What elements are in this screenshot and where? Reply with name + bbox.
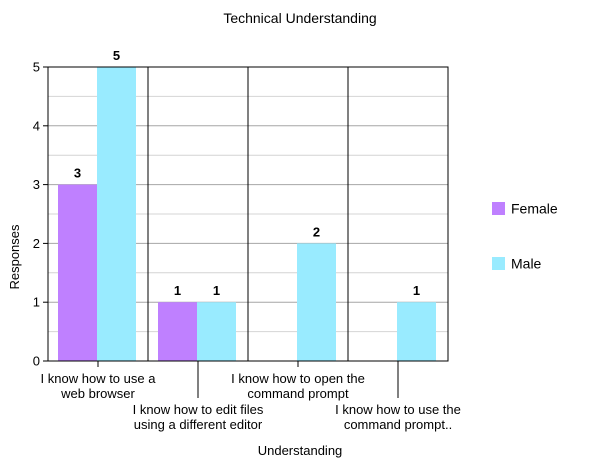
category-label-line: command prompt [247, 386, 349, 401]
y-tick-label: 5 [33, 60, 40, 75]
category-label-line: command prompt.. [344, 417, 452, 432]
legend-label-male: Male [511, 256, 542, 272]
data-label: 5 [113, 48, 120, 63]
bar-female [58, 184, 97, 361]
y-tick-label: 2 [33, 236, 40, 251]
category-label: I know how to open the command prompt [231, 371, 365, 401]
y-tick-label: 3 [33, 177, 40, 192]
category-label-line: using a different editor [134, 417, 263, 432]
data-label: 3 [74, 166, 81, 181]
bar-male [297, 243, 336, 361]
category-label-line: web browser [60, 386, 135, 401]
data-label: 1 [213, 283, 220, 298]
y-axis-title: Responses [7, 224, 22, 290]
plot-area: 3 1 5 1 2 1 0 1 2 3 4 5 I know how to use a web brows… [33, 48, 461, 432]
category-label-line: I know how to open the [231, 371, 365, 386]
y-tick-label: 0 [33, 354, 40, 369]
bar-female [158, 302, 197, 361]
category-label: I know how to edit files using a differen… [133, 402, 264, 432]
category-label-line: I know how to use the [335, 402, 461, 417]
bar-male [197, 302, 236, 361]
data-label: 1 [413, 283, 420, 298]
category-label-line: I know how to use a [41, 371, 157, 386]
category-label-line: I know how to edit files [133, 402, 264, 417]
category-label: I know how to use the command prompt.. [335, 402, 461, 432]
legend: Female Male [492, 201, 558, 272]
plot-frame [47, 66, 449, 362]
y-tick-label: 4 [33, 118, 40, 133]
x-axis-title: Understanding [258, 443, 343, 458]
bar-male [97, 67, 136, 361]
category-label: I know how to use a web browser [41, 371, 157, 401]
legend-swatch-female [492, 202, 505, 215]
data-label: 2 [313, 224, 320, 239]
chart-title: Technical Understanding [223, 10, 376, 26]
legend-label-female: Female [511, 201, 558, 217]
data-label: 1 [174, 283, 181, 298]
bar-male [397, 302, 436, 361]
y-tick-label: 1 [33, 295, 40, 310]
legend-swatch-male [492, 257, 505, 270]
